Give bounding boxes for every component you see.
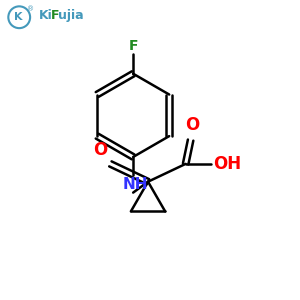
Text: F: F bbox=[128, 39, 138, 53]
Text: F: F bbox=[51, 9, 59, 22]
Text: OH: OH bbox=[213, 155, 242, 173]
Text: O: O bbox=[185, 116, 200, 134]
Text: O: O bbox=[93, 141, 108, 159]
Text: ®: ® bbox=[27, 6, 34, 12]
Text: NH: NH bbox=[122, 177, 148, 192]
Text: ujia: ujia bbox=[58, 9, 83, 22]
Text: K: K bbox=[14, 12, 22, 22]
Text: Ki: Ki bbox=[39, 9, 53, 22]
